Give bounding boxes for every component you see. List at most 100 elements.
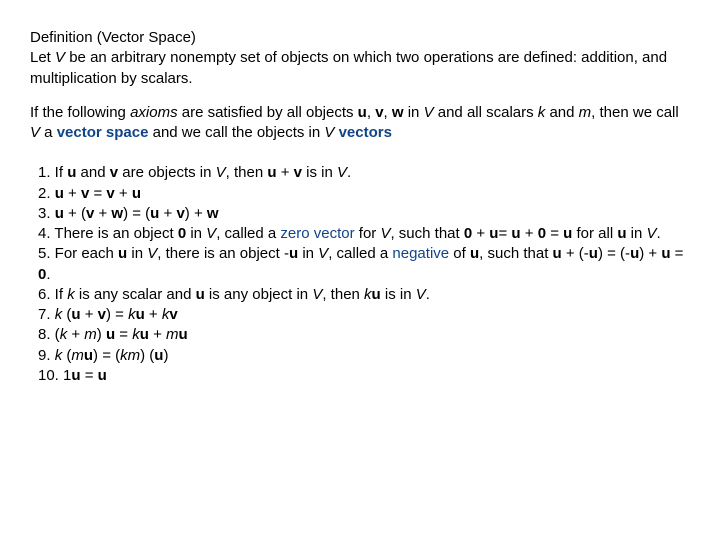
- var-u: u: [589, 245, 598, 262]
- var-V: V: [318, 245, 328, 262]
- axiom-5: 5. For each u in V, there is an object -…: [38, 244, 690, 285]
- var-V: V: [30, 124, 40, 141]
- var-u: u: [136, 306, 145, 323]
- var-u: u: [55, 185, 64, 202]
- var-m: m: [579, 104, 592, 121]
- var-u: u: [71, 306, 80, 323]
- var-v: v: [106, 185, 114, 202]
- var-V: V: [337, 164, 347, 181]
- text-frag: ) +: [639, 245, 661, 262]
- text-frag: =: [81, 367, 98, 384]
- var-k: k: [67, 286, 75, 303]
- zero-vector: 0: [178, 225, 186, 242]
- zero-vector: 0: [464, 225, 472, 242]
- text-frag: +: [472, 225, 489, 242]
- text-frag: ) = (: [123, 205, 150, 222]
- text-frag: for all: [572, 225, 617, 242]
- text-frag: are objects in: [118, 164, 216, 181]
- text-frag: and: [76, 164, 109, 181]
- var-u: u: [617, 225, 626, 242]
- var-m: m: [166, 326, 179, 343]
- var-u: u: [106, 326, 115, 343]
- text-frag: , called a: [328, 245, 392, 262]
- text-frag: 2.: [38, 185, 55, 202]
- var-V: V: [147, 245, 157, 262]
- var-u: u: [358, 104, 367, 121]
- text-frag: is any object in: [205, 286, 313, 303]
- text-frag: , there is an object -: [157, 245, 289, 262]
- text-frag: ) = (: [93, 347, 120, 364]
- text-frag: 10. 1: [38, 367, 71, 384]
- var-k: k: [132, 326, 140, 343]
- var-V: V: [216, 164, 226, 181]
- text-frag: for: [355, 225, 381, 242]
- text-frag: (: [62, 347, 71, 364]
- axiom-10: 10. 1u = u: [38, 366, 690, 386]
- text-frag: =: [671, 245, 684, 262]
- var-u: u: [132, 185, 141, 202]
- var-V: V: [647, 225, 657, 242]
- text-frag: +: [115, 185, 132, 202]
- definition-heading-block: Definition (Vector Space) Let V be an ar…: [30, 28, 690, 89]
- text-frag: ) (: [140, 347, 154, 364]
- var-v: v: [98, 306, 106, 323]
- text-frag: +: [81, 306, 98, 323]
- text-frag: +: [94, 205, 111, 222]
- text-frag: ) +: [185, 205, 207, 222]
- var-v: v: [375, 104, 383, 121]
- var-V: V: [324, 124, 334, 141]
- var-V: V: [206, 225, 216, 242]
- var-k: k: [364, 286, 372, 303]
- var-u: u: [98, 367, 107, 384]
- text-frag: +: [159, 205, 176, 222]
- text-frag: 6. If: [38, 286, 67, 303]
- axiom-3: 3. u + (v + w) = (u + v) + w: [38, 204, 690, 224]
- text-frag: ,: [367, 104, 375, 121]
- term-vector-space: vector space: [57, 124, 149, 141]
- var-u: u: [179, 326, 188, 343]
- var-u: u: [661, 245, 670, 262]
- axiom-8: 8. (k + m) u = ku + mu: [38, 325, 690, 345]
- var-u: u: [67, 164, 76, 181]
- text-frag: is in: [302, 164, 337, 181]
- text-frag: ): [163, 347, 168, 364]
- term-axioms: axioms: [130, 104, 178, 121]
- axiom-9: 9. k (mu) = (km) (u): [38, 346, 690, 366]
- text-frag: .: [46, 266, 50, 283]
- var-w: w: [207, 205, 219, 222]
- var-v: v: [294, 164, 302, 181]
- text-frag: 1. If: [38, 164, 67, 181]
- var-w: w: [392, 104, 404, 121]
- text-frag: =: [546, 225, 563, 242]
- var-u: u: [118, 245, 127, 262]
- var-u: u: [140, 326, 149, 343]
- text-frag: , then: [322, 286, 364, 303]
- text-frag: Let: [30, 49, 55, 66]
- text-frag: ): [97, 326, 106, 343]
- text-frag: =: [498, 225, 511, 242]
- text-frag: is any scalar and: [75, 286, 196, 303]
- var-V: V: [416, 286, 426, 303]
- var-m: m: [71, 347, 84, 364]
- text-frag: , such that: [390, 225, 463, 242]
- text-frag: +: [145, 306, 162, 323]
- text-frag: =: [89, 185, 106, 202]
- text-frag: of: [449, 245, 470, 262]
- var-k: k: [120, 347, 128, 364]
- term-vectors: vectors: [339, 124, 392, 141]
- var-u: u: [553, 245, 562, 262]
- text-frag: +: [67, 326, 84, 343]
- axiom-6: 6. If k is any scalar and u is any objec…: [38, 285, 690, 305]
- text-frag: 8. (: [38, 326, 60, 343]
- var-w: w: [111, 205, 123, 222]
- text-frag: in: [404, 104, 424, 121]
- axiom-list: 1. If u and v are objects in V , then u +…: [30, 157, 690, 386]
- text-frag: and we call the objects in: [148, 124, 324, 141]
- var-u: u: [470, 245, 479, 262]
- var-u: u: [150, 205, 159, 222]
- text-frag: =: [115, 326, 132, 343]
- var-u: u: [267, 164, 276, 181]
- document-page: Definition (Vector Space) Let V be an ar…: [0, 0, 720, 386]
- text-frag: 3.: [38, 205, 55, 222]
- text-frag: , such that: [479, 245, 552, 262]
